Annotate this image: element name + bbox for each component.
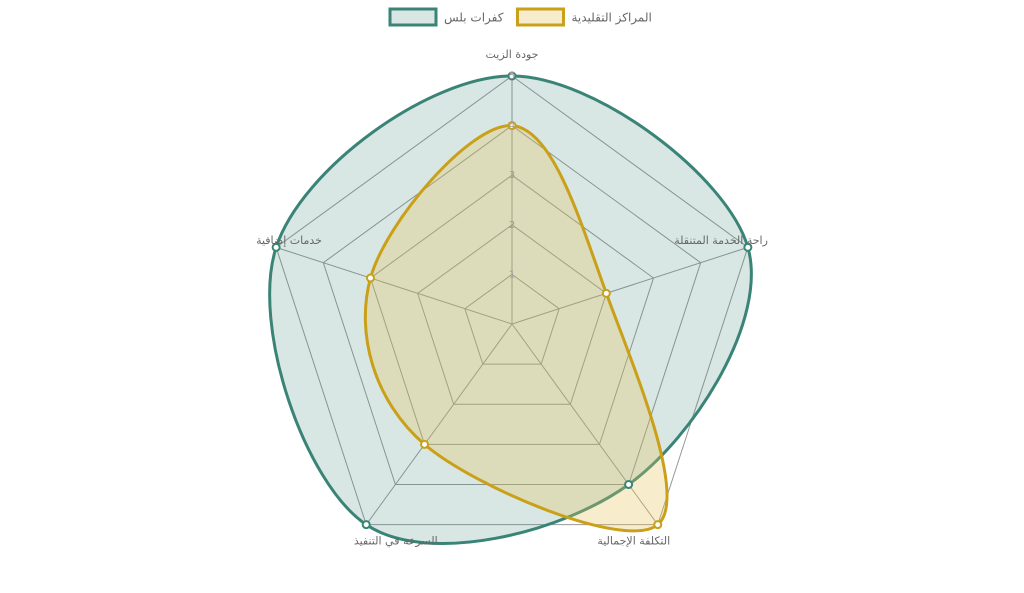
grid-ring [417,224,607,405]
legend-swatch [515,7,565,27]
axis-label: السرعة في التنفيذ [354,535,438,548]
r-tick-label: 5 [509,71,515,82]
axis-label: خدمات إضافية [256,234,322,247]
r-tick-label: 1 [509,269,515,280]
legend-label: كفرات بلس [444,11,504,26]
spoke [511,323,659,525]
legend-swatch [388,7,438,27]
legend-item: المراكز التقليدية [515,7,652,27]
data-point [271,242,281,252]
axis-label: التكلفة الإجمالية [597,535,670,548]
legend-label: المراكز التقليدية [571,11,651,26]
grid-ring [322,124,702,486]
data-point [653,520,663,530]
data-point [507,121,517,131]
legend-item: كفرات بلس [388,7,504,27]
data-point [743,242,753,252]
spoke [275,246,513,325]
spoke [365,323,513,525]
grid-ring [369,174,655,445]
r-tick-label: 3 [509,170,515,181]
grid-ring [275,75,749,526]
r-tick-label: 4 [509,121,515,132]
axis-label: جودة الزيت [486,48,539,61]
data-point [361,520,371,530]
series-area [363,124,669,533]
data-point [420,439,430,449]
data-point [601,288,611,298]
data-point [507,71,517,81]
data-point [624,480,634,490]
axis-label: راحة الخدمة المتنقلة [674,234,768,247]
grid-ring [464,273,560,365]
data-point [365,273,375,283]
r-tick-label: 2 [509,220,515,231]
series-area [268,74,753,545]
spoke [511,246,749,325]
